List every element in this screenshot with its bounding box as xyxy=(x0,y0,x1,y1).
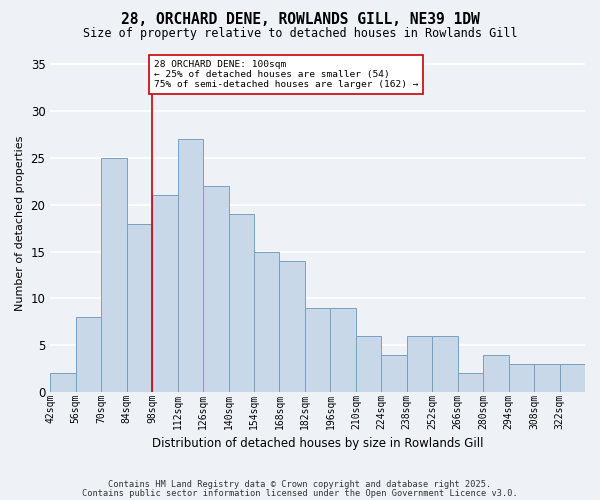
Y-axis label: Number of detached properties: Number of detached properties xyxy=(15,136,25,311)
Text: Contains HM Land Registry data © Crown copyright and database right 2025.: Contains HM Land Registry data © Crown c… xyxy=(109,480,491,489)
Bar xyxy=(101,158,127,392)
Bar xyxy=(534,364,560,392)
Text: Contains public sector information licensed under the Open Government Licence v3: Contains public sector information licen… xyxy=(82,488,518,498)
Text: 28 ORCHARD DENE: 100sqm
← 25% of detached houses are smaller (54)
75% of semi-de: 28 ORCHARD DENE: 100sqm ← 25% of detache… xyxy=(154,60,418,90)
Text: 28, ORCHARD DENE, ROWLANDS GILL, NE39 1DW: 28, ORCHARD DENE, ROWLANDS GILL, NE39 1D… xyxy=(121,12,479,28)
Bar xyxy=(50,374,76,392)
Bar xyxy=(458,374,483,392)
Bar xyxy=(560,364,585,392)
Bar xyxy=(407,336,432,392)
Text: Size of property relative to detached houses in Rowlands Gill: Size of property relative to detached ho… xyxy=(83,28,517,40)
Bar xyxy=(305,308,331,392)
Bar xyxy=(254,252,280,392)
Bar xyxy=(203,186,229,392)
Bar xyxy=(76,317,101,392)
Bar xyxy=(356,336,382,392)
Bar xyxy=(331,308,356,392)
Bar xyxy=(152,196,178,392)
X-axis label: Distribution of detached houses by size in Rowlands Gill: Distribution of detached houses by size … xyxy=(152,437,484,450)
Bar xyxy=(178,140,203,392)
Bar xyxy=(483,354,509,392)
Bar xyxy=(280,261,305,392)
Bar xyxy=(382,354,407,392)
Bar xyxy=(127,224,152,392)
Bar xyxy=(432,336,458,392)
Bar xyxy=(509,364,534,392)
Bar xyxy=(229,214,254,392)
